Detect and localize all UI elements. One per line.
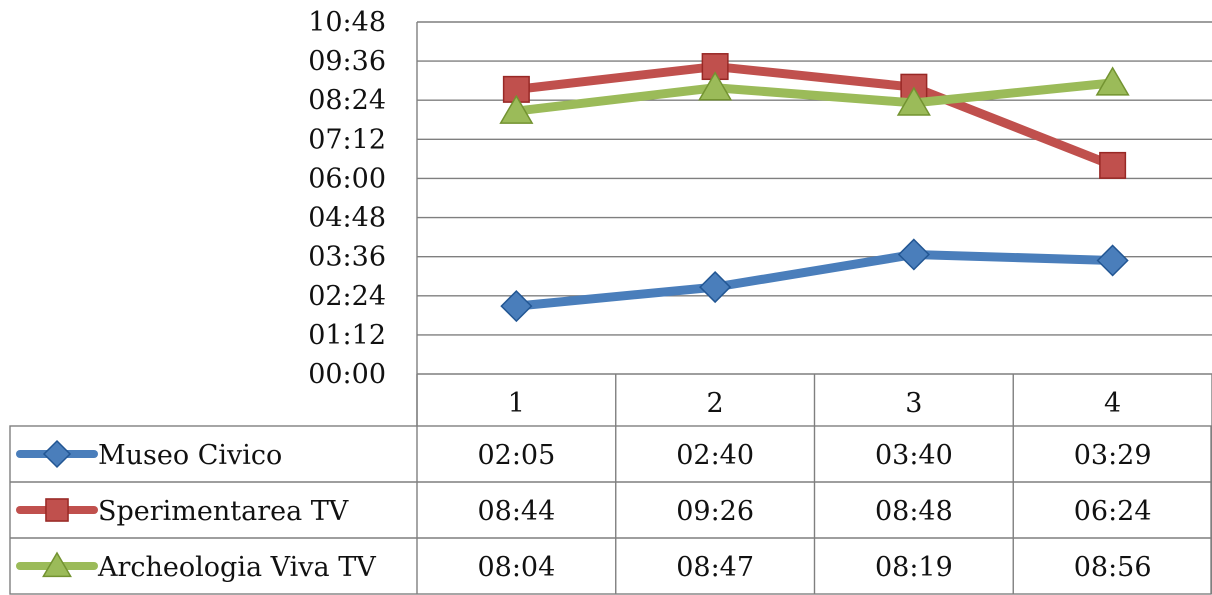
table-cell-value: 08:47 [676, 552, 754, 583]
legend-key-marker [42, 551, 72, 578]
data-point-marker [699, 271, 732, 304]
y-tick-label: 06:00 [308, 163, 386, 194]
x-category-label: 2 [707, 388, 724, 419]
table-cell-value: 02:40 [676, 440, 754, 471]
table-cell-value: 03:29 [1074, 440, 1152, 471]
data-point-marker [896, 86, 931, 116]
table-cell-value: 08:04 [477, 552, 555, 583]
data-point-marker [1099, 151, 1127, 179]
table-cell-value: 03:40 [875, 440, 953, 471]
series-line [511, 78, 1118, 116]
data-point-marker [499, 94, 534, 124]
legend-series-name: Sperimentarea TV [98, 496, 349, 527]
data-point-marker [698, 71, 733, 101]
data-table: 1 2 3 4 Museo Civico 02:05 02:40 03:40 03:29 Sper… [9, 374, 1212, 595]
y-tick-label: 03:36 [308, 242, 386, 273]
legend-series-name: Archeologia Viva TV [97, 552, 376, 583]
x-category-label: 4 [1104, 388, 1121, 419]
table-cell-value: 08:44 [477, 496, 555, 527]
y-tick-label: 01:12 [308, 320, 386, 351]
y-tick-label: 00:00 [308, 359, 386, 390]
table-cell-value: 08:48 [875, 496, 953, 527]
series-line [511, 62, 1118, 170]
legend-series-name: Museo Civico [98, 440, 282, 471]
legend-key-marker [42, 439, 72, 469]
series-lines [499, 53, 1130, 323]
table-cell-value: 08:56 [1074, 552, 1152, 583]
grid-lines [416, 21, 1212, 426]
table-cell-value: 06:24 [1074, 496, 1152, 527]
data-point-marker [1096, 244, 1129, 277]
data-point-marker [1095, 66, 1130, 96]
x-category-label: 1 [508, 388, 525, 419]
x-category-label: 3 [905, 388, 922, 419]
y-tick-label: 08:24 [308, 85, 386, 116]
y-tick-label: 09:36 [308, 46, 386, 77]
legend-key-marker [45, 498, 69, 522]
table-cell-value: 02:05 [477, 440, 555, 471]
y-tick-label: 10:48 [308, 7, 386, 38]
data-point-marker [500, 290, 533, 323]
y-tick-label: 07:12 [308, 124, 386, 155]
data-point-marker [897, 238, 930, 271]
table-cell-value: 08:19 [875, 552, 953, 583]
y-tick-label: 02:24 [308, 281, 386, 312]
y-tick-label: 04:48 [308, 203, 386, 234]
table-frame [9, 425, 1212, 595]
y-axis-tick-labels: 00:00 01:12 02:24 03:36 04:48 06:00 07:12 08:24… [308, 7, 386, 390]
series-line [511, 249, 1118, 311]
table-cell-value: 09:26 [676, 496, 754, 527]
